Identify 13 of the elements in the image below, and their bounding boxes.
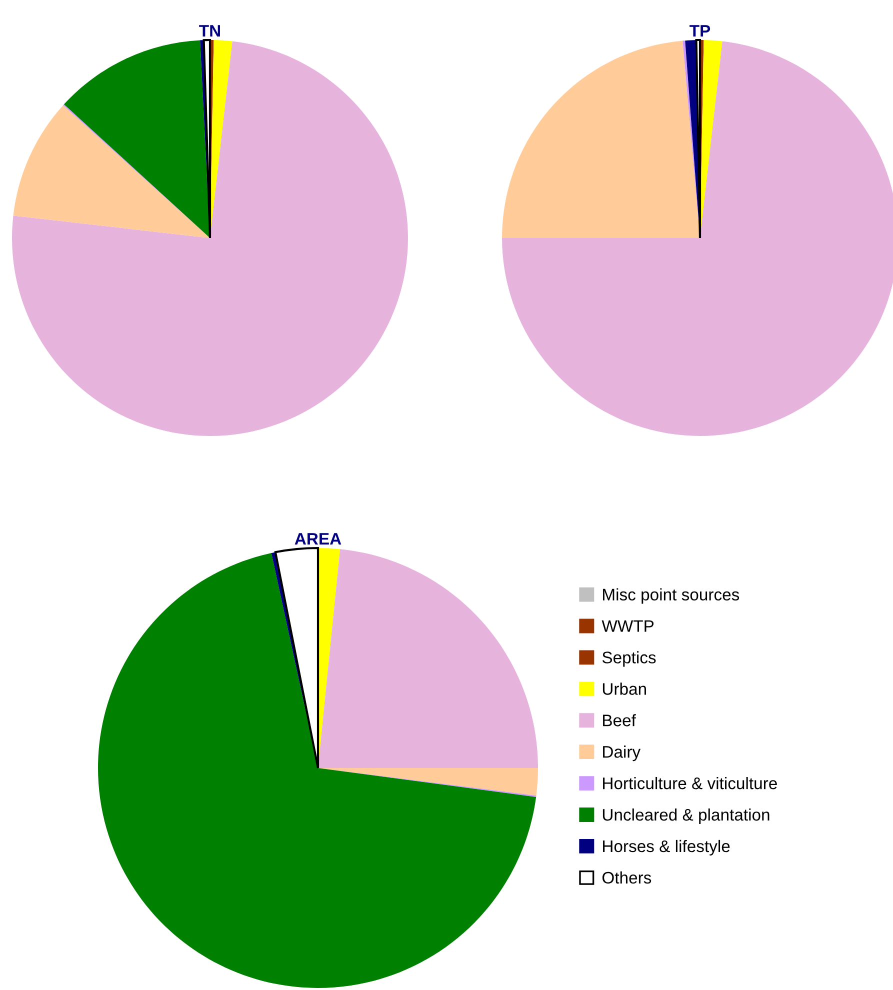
legend-label: Others: [602, 871, 652, 884]
legend-label: Urban: [602, 682, 646, 695]
legend-label: Septics: [602, 651, 656, 667]
legend-label: Beef: [603, 714, 636, 726]
legend-label: Horticulture & viticulture: [603, 777, 777, 790]
chart-title: TN: [199, 25, 220, 37]
legend-label: Uncleared & plantation: [602, 808, 770, 824]
chart-title: TP: [690, 25, 710, 37]
legend-label: Horses & lifestyle: [603, 840, 730, 856]
legend-label: Misc point sources: [603, 588, 740, 604]
legend-label: Dairy: [603, 746, 641, 762]
legend-label: WWTP: [602, 620, 654, 632]
chart-title: AREA: [294, 533, 342, 545]
